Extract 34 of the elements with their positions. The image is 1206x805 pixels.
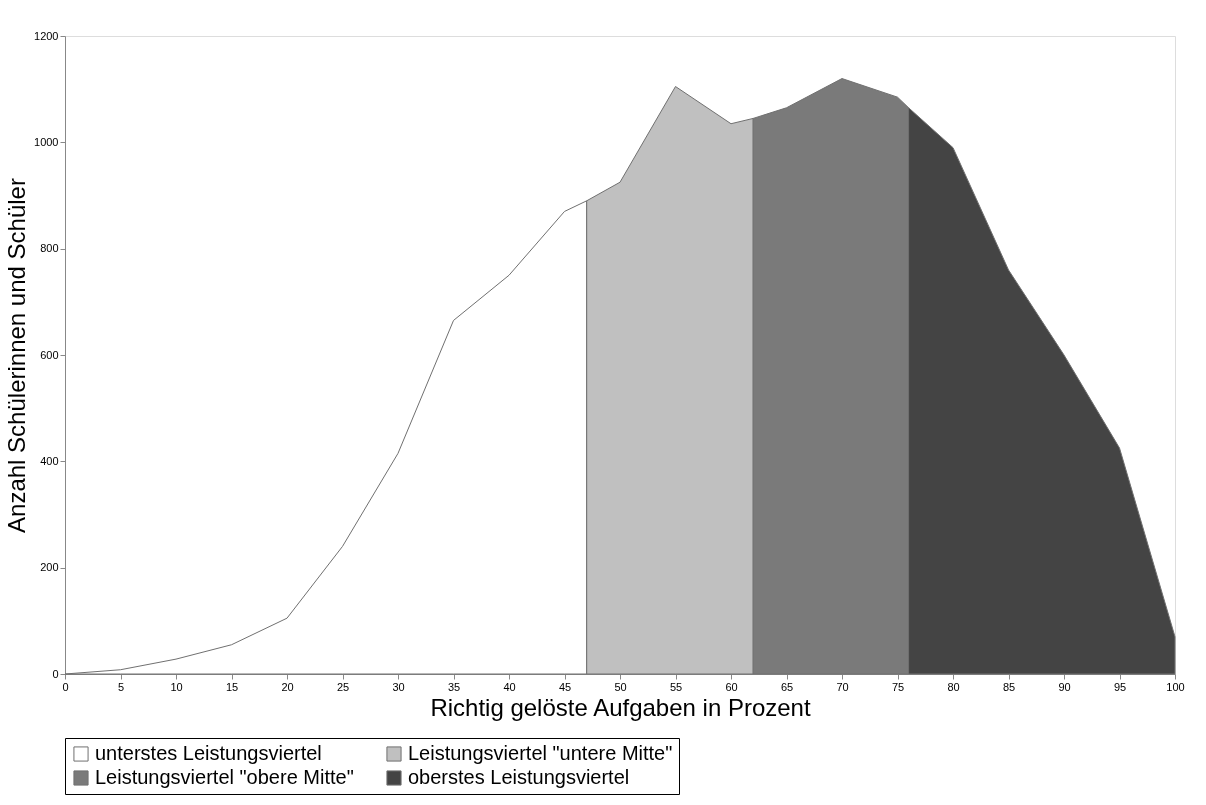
legend-label: Leistungsviertel "obere Mitte" [95, 766, 354, 788]
x-tick-label: 10 [170, 680, 183, 693]
x-tick-label: 15 [225, 680, 239, 693]
x-tick-label: 70 [836, 680, 849, 693]
x-tick-label: 50 [614, 680, 627, 693]
x-tick-label: 35 [447, 680, 461, 693]
legend-label: Leistungsviertel "untere Mitte" [408, 742, 673, 764]
x-tick-label: 55 [669, 680, 683, 693]
y-tick-label: 400 [40, 454, 59, 467]
x-tick-label: 90 [1058, 680, 1071, 693]
x-tick-label: 25 [336, 680, 350, 693]
x-tick-label: 5 [117, 680, 125, 693]
x-tick-label: 100 [1166, 680, 1185, 693]
y-tick-label: 1000 [34, 135, 59, 148]
legend-label: unterstes Leistungsviertel [95, 742, 322, 764]
x-tick-label: 0 [62, 680, 69, 693]
y-tick-label: 800 [40, 242, 59, 255]
x-tick-label: 75 [891, 680, 905, 693]
legend-label: oberstes Leistungsviertel [408, 766, 630, 788]
x-tick-label: 45 [558, 680, 572, 693]
y-tick-label: 200 [40, 561, 59, 574]
y-axis-title: Anzahl Schülerinnen und Schüler [3, 178, 31, 533]
y-tick-label: 0 [52, 667, 59, 680]
x-tick-label: 20 [281, 680, 294, 693]
x-tick-label: 85 [1002, 680, 1016, 693]
y-tick-label: 600 [40, 348, 59, 361]
x-axis-title: Richtig gelöste Aufgaben in Prozent [430, 693, 811, 721]
x-tick-label: 65 [780, 680, 794, 693]
x-tick-label: 95 [1113, 680, 1127, 693]
x-tick-label: 80 [947, 680, 960, 693]
x-tick-label: 40 [503, 680, 516, 693]
x-tick-label: 30 [392, 680, 405, 693]
y-tick-label: 1200 [34, 29, 59, 42]
x-tick-label: 60 [725, 680, 738, 693]
